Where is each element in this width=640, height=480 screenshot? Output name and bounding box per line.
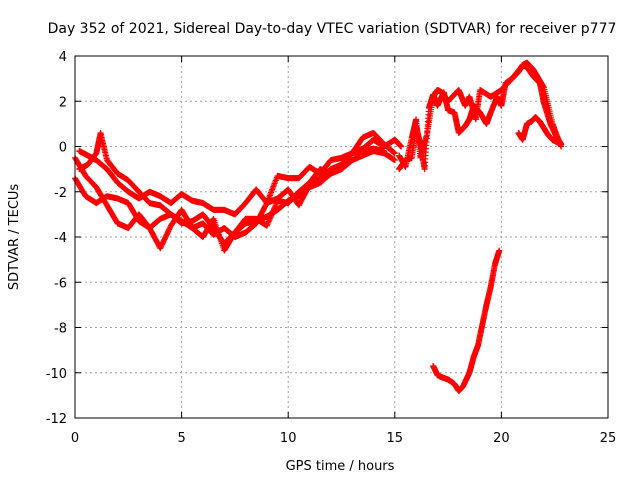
data-point bbox=[558, 141, 565, 148]
x-tick-label: 0 bbox=[71, 431, 79, 446]
chart-title: Day 352 of 2021, Sidereal Day-to-day VTE… bbox=[48, 21, 617, 37]
axis-ticks: 0 5 10 15 20 25 -12 -10 -8 -6 -4 -2 0 2 4 bbox=[46, 50, 617, 446]
y-axis-label: SDTVAR / TECUs bbox=[7, 184, 22, 291]
data-points bbox=[72, 59, 565, 394]
x-axis-label: GPS time / hours bbox=[286, 459, 395, 474]
y-tick-label: 0 bbox=[59, 141, 67, 156]
y-tick-label: -12 bbox=[46, 412, 67, 427]
y-tick-label: 2 bbox=[59, 95, 67, 110]
y-tick-label: -2 bbox=[54, 186, 67, 201]
grid bbox=[75, 56, 608, 418]
series-track-8 bbox=[430, 247, 503, 394]
x-tick-label: 25 bbox=[600, 431, 617, 446]
series-track-4 bbox=[76, 129, 398, 247]
x-tick-label: 20 bbox=[493, 431, 510, 446]
data-point bbox=[496, 247, 503, 254]
y-tick-label: -4 bbox=[54, 231, 67, 246]
y-tick-label: -8 bbox=[54, 322, 67, 337]
data-point bbox=[391, 150, 398, 157]
y-tick-label: -6 bbox=[54, 276, 67, 291]
series-track-7 bbox=[515, 114, 565, 148]
x-tick-label: 5 bbox=[177, 431, 185, 446]
y-tick-label: 4 bbox=[59, 50, 67, 65]
data-point bbox=[398, 143, 405, 150]
data-point bbox=[391, 157, 398, 164]
x-tick-label: 10 bbox=[280, 431, 297, 446]
x-tick-label: 15 bbox=[387, 431, 404, 446]
series-track-3 bbox=[76, 145, 388, 218]
series-track-6 bbox=[396, 62, 565, 173]
y-tick-label: -10 bbox=[46, 367, 67, 382]
